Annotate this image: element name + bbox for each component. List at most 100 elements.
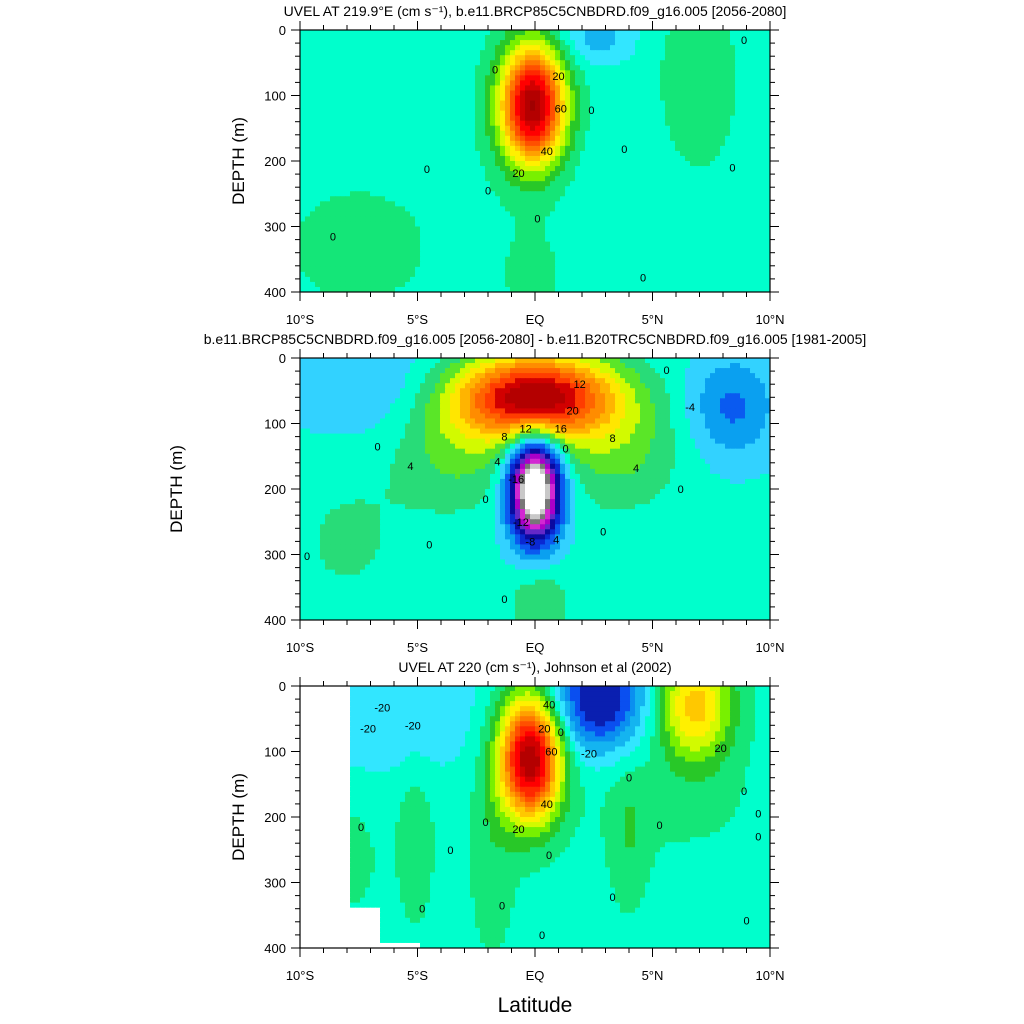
field-cell [455, 196, 461, 202]
field-cell [560, 55, 566, 61]
field-cell [465, 171, 471, 177]
field-cell [550, 211, 556, 218]
field-cell [475, 110, 481, 117]
field-cell [480, 155, 486, 162]
field-cell [520, 70, 526, 76]
field-cell [725, 256, 731, 263]
field-cell [435, 120, 441, 127]
field-cell [645, 276, 651, 283]
field-cell [540, 75, 546, 81]
field-cell [620, 191, 626, 197]
field-cell [325, 286, 331, 292]
field-cell [575, 95, 581, 102]
field-cell [515, 60, 521, 66]
field-cell [765, 266, 770, 273]
field-cell [310, 166, 316, 172]
field-cell [340, 65, 346, 71]
field-cell [530, 261, 536, 268]
field-cell [670, 201, 676, 207]
field-cell [440, 286, 446, 292]
field-cell [495, 125, 501, 132]
field-cell [535, 115, 541, 122]
field-cell [570, 105, 576, 112]
field-cell [570, 251, 576, 258]
field-cell [560, 40, 566, 46]
field-cell [460, 196, 466, 202]
field-cell [310, 211, 316, 218]
field-cell [710, 115, 716, 122]
field-cell [400, 206, 406, 212]
field-cell [415, 150, 421, 157]
field-cell [650, 251, 656, 258]
field-cell [695, 166, 701, 172]
field-cell [485, 181, 491, 187]
field-cell [440, 171, 446, 177]
field-cell [395, 251, 401, 258]
field-cell [615, 40, 621, 46]
field-cell [360, 110, 366, 117]
field-cell [675, 110, 681, 117]
field-cell [310, 171, 316, 177]
field-cell [300, 256, 306, 263]
field-cell [425, 271, 431, 278]
field-cell [650, 271, 656, 278]
field-cell [330, 120, 336, 127]
field-cell [545, 211, 551, 218]
field-cell [415, 140, 421, 147]
field-cell [335, 100, 341, 107]
field-cell [525, 251, 531, 258]
field-cell [430, 50, 436, 56]
field-cell [465, 115, 471, 122]
field-cell [765, 65, 770, 71]
field-cell [490, 155, 496, 162]
field-cell [575, 40, 581, 46]
field-cell [410, 75, 416, 81]
field-cell [765, 236, 770, 243]
field-cell [340, 201, 346, 207]
field-cell [310, 150, 316, 157]
field-cell [430, 95, 436, 102]
field-cell [705, 236, 711, 243]
field-cell [370, 231, 376, 238]
field-cell [355, 211, 361, 218]
field-cell [695, 45, 701, 51]
field-cell [565, 171, 571, 177]
field-cell [300, 236, 306, 243]
field-cell [730, 206, 736, 212]
field-cell [650, 50, 656, 56]
field-cell [605, 75, 611, 81]
field-cell [760, 206, 766, 212]
field-cell [300, 196, 306, 202]
field-cell [555, 150, 561, 157]
field-cell [730, 271, 736, 278]
field-cell [555, 90, 561, 97]
field-cell [720, 125, 726, 132]
field-cell [435, 35, 441, 41]
field-cell [640, 256, 646, 263]
field-cell [600, 246, 606, 253]
field-cell [385, 70, 391, 76]
field-cell [650, 30, 656, 36]
field-cell [400, 35, 406, 41]
field-cell [720, 201, 726, 207]
field-cell [590, 135, 596, 142]
field-cell [300, 150, 306, 157]
field-cell [480, 70, 486, 76]
field-cell [530, 226, 536, 233]
field-cell [665, 110, 671, 117]
field-cell [475, 90, 481, 97]
field-cell [510, 60, 516, 66]
field-cell [590, 266, 596, 273]
field-cell [710, 110, 716, 117]
field-cell [570, 286, 576, 292]
field-cell [655, 246, 661, 253]
field-cell [745, 256, 751, 263]
field-cell [305, 281, 311, 288]
field-cell [635, 236, 641, 243]
field-cell [330, 50, 336, 56]
field-cell [545, 206, 551, 212]
field-cell [585, 281, 591, 288]
field-cell [320, 75, 326, 81]
field-cell [760, 85, 766, 92]
field-cell [510, 161, 516, 167]
